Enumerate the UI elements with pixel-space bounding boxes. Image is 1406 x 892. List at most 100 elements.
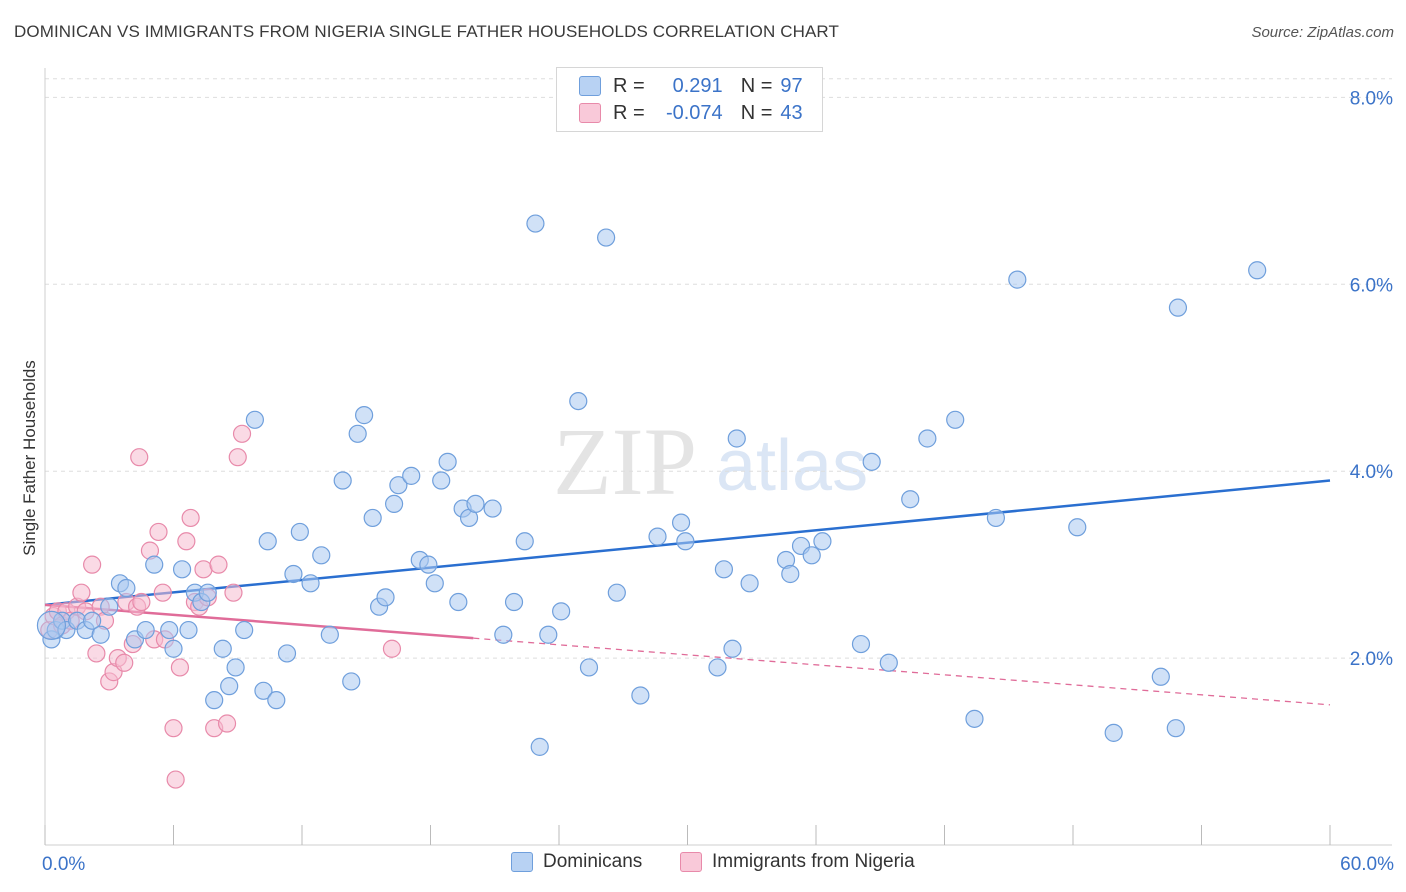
point-nigeria	[181, 508, 200, 528]
point-dominican	[569, 392, 588, 411]
point-nigeria	[382, 639, 402, 658]
point-dominican	[515, 532, 534, 551]
point-nigeria	[209, 555, 228, 574]
point-dominican	[220, 677, 239, 696]
point-dominican	[965, 709, 984, 728]
legend-n-value: 97	[780, 74, 803, 97]
point-dominican	[1168, 298, 1188, 317]
point-dominican	[714, 560, 734, 579]
point-dominican	[1104, 723, 1123, 742]
point-dominican	[164, 639, 183, 658]
point-nigeria	[194, 560, 213, 579]
point-dominican	[363, 508, 382, 528]
bottom-legend-dominicans: Dominicans	[511, 851, 642, 873]
point-dominican	[312, 546, 331, 565]
legend-swatch-pink	[680, 852, 702, 872]
point-dominican	[483, 499, 502, 518]
point-dominican	[438, 452, 457, 471]
point-dominican	[986, 508, 1006, 528]
legend-r-label: R =	[613, 101, 645, 124]
point-dominican	[267, 691, 286, 710]
point-nigeria	[177, 532, 196, 551]
point-dominican	[205, 691, 224, 710]
point-dominican	[145, 555, 164, 574]
point-dominican	[552, 602, 571, 621]
point-nigeria	[87, 644, 106, 663]
point-dominican	[235, 620, 254, 640]
point-dominican	[83, 611, 102, 630]
source-credit: Source: ZipAtlas.com	[1251, 24, 1394, 41]
point-dominican	[290, 522, 309, 542]
point-dominican	[901, 490, 920, 509]
point-dominican	[198, 583, 217, 602]
point-nigeria	[149, 522, 168, 542]
legend-r-label: R =	[613, 74, 645, 97]
point-dominican	[1068, 518, 1087, 537]
point-dominican	[245, 410, 264, 429]
legend-row-nigeria: R = -0.074 N = 43	[579, 100, 803, 126]
point-dominican	[802, 546, 821, 565]
legend-swatch-blue	[511, 852, 533, 872]
trend-line-nigeria-dashed	[473, 637, 1331, 706]
legend-r-value: -0.074	[665, 101, 723, 124]
point-dominican	[946, 410, 965, 429]
point-dominican	[376, 588, 395, 607]
correlation-legend: R = 0.291 N = 97 R = -0.074 N = 43	[556, 67, 823, 132]
legend-r-value: 0.291	[672, 74, 723, 97]
legend-swatch-pink	[579, 103, 601, 123]
axes	[44, 68, 1392, 846]
point-dominican	[918, 429, 937, 448]
legend-n-label: N =	[740, 101, 773, 124]
point-dominican	[258, 532, 277, 551]
point-dominican	[1151, 667, 1170, 686]
point-dominican	[333, 471, 352, 490]
x-tick-label-min: 0.0%	[42, 854, 85, 875]
y-tick-label: 8.0%	[1350, 88, 1393, 109]
point-dominican	[402, 466, 421, 485]
point-dominican	[348, 424, 367, 443]
legend-label-dominicans: Dominicans	[543, 851, 643, 872]
bottom-legend-nigeria: Immigrants from Nigeria	[680, 851, 915, 873]
y-tick-label: 4.0%	[1350, 462, 1393, 483]
point-dominican	[504, 592, 524, 612]
legend-n-label: N =	[740, 74, 773, 97]
point-nigeria	[217, 714, 237, 733]
point-dominican	[136, 620, 155, 640]
point-dominican	[466, 494, 485, 513]
point-dominican	[213, 639, 232, 658]
point-dominican	[1248, 261, 1267, 280]
point-dominican	[1008, 270, 1027, 289]
point-nigeria	[130, 448, 149, 467]
point-dominican	[172, 560, 192, 579]
point-dominican	[676, 532, 695, 551]
point-dominican	[781, 564, 800, 584]
point-dominican	[284, 564, 303, 584]
data-points	[36, 214, 1267, 789]
point-nigeria	[132, 592, 151, 612]
point-nigeria	[72, 583, 91, 602]
point-dominican	[723, 639, 742, 658]
point-dominican	[727, 429, 746, 448]
point-dominican	[179, 620, 198, 640]
point-dominican	[648, 527, 667, 546]
point-dominican	[160, 620, 179, 640]
legend-n-value: 43	[780, 101, 803, 124]
point-nigeria	[170, 658, 190, 677]
point-dominican	[671, 513, 691, 532]
point-nigeria	[232, 424, 252, 443]
point-dominican	[117, 578, 136, 598]
point-dominican	[740, 574, 759, 593]
point-dominican	[254, 681, 273, 700]
point-nigeria	[83, 555, 102, 574]
point-dominican	[277, 644, 297, 663]
point-dominican	[530, 737, 549, 756]
point-dominican	[100, 597, 119, 616]
point-dominican	[419, 555, 438, 574]
point-dominican	[432, 471, 451, 490]
point-dominican	[91, 625, 110, 644]
tick-labels: 2.0% 4.0% 6.0% 8.0% 0.0% 60.0%	[42, 88, 1394, 875]
point-dominican	[879, 653, 898, 672]
point-dominican	[389, 476, 408, 495]
point-nigeria	[228, 448, 247, 467]
legend-row-dominicans: R = 0.291 N = 97	[579, 73, 803, 99]
